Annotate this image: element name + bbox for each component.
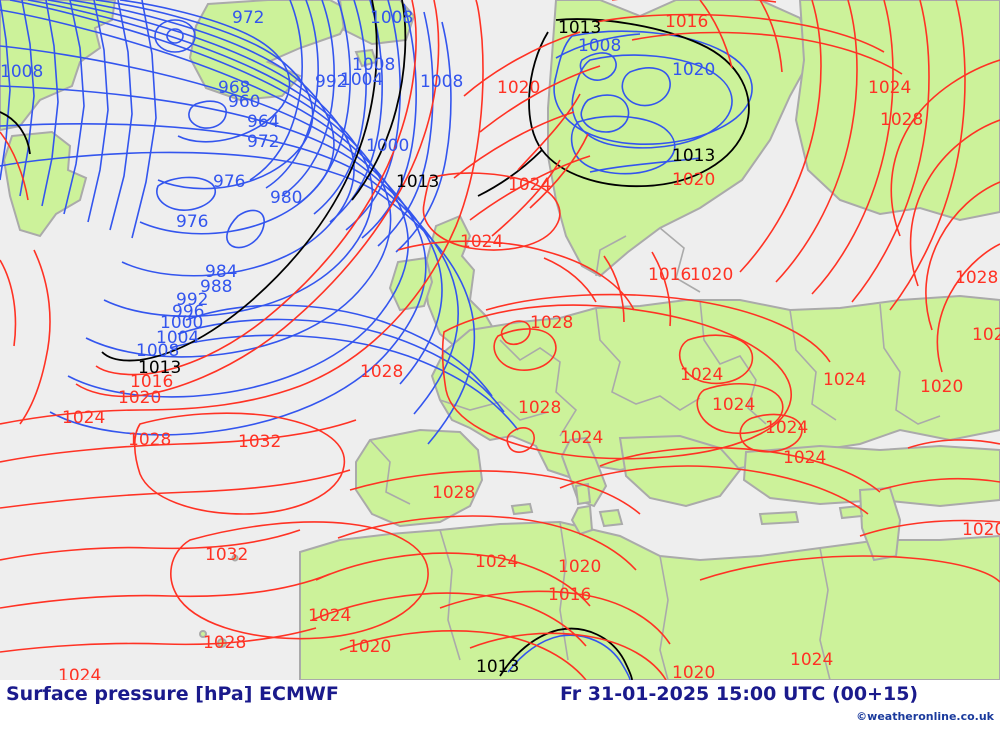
landmass-north-africa [299,520,1000,680]
landmass-iberia [355,428,484,528]
chart-title: Surface pressure [hPa] ECMWF [6,683,339,705]
landmass-sicily [598,508,624,528]
landmass-balkans [618,434,742,508]
landmass-canary-2 [199,630,207,638]
landmass-balearics [510,502,534,516]
landmass-crete [758,510,800,526]
isobar-high-layer [0,0,1000,680]
landmass-sardinia [570,504,594,536]
landmass-cyprus [838,504,864,520]
landmass-anatolia [742,444,1000,508]
chart-footer: Surface pressure [hPa] ECMWF Fr 31-01-20… [0,680,1000,733]
pressure-chart-canvas: 972 1008 1016 1013 1024 1028 968 1008 1008 1004 10… [0,0,1000,680]
country-border-layer [369,227,941,680]
isobar-chart-svg [0,0,1000,680]
copyright-notice: ©weatheronline.co.uk [856,710,994,723]
chart-valid-time: Fr 31-01-2025 15:00 UTC (00+15) [560,683,919,705]
landmass-russia-north [794,0,1000,222]
isobar-low-layer [0,0,753,680]
landmass-madeira [231,554,239,562]
